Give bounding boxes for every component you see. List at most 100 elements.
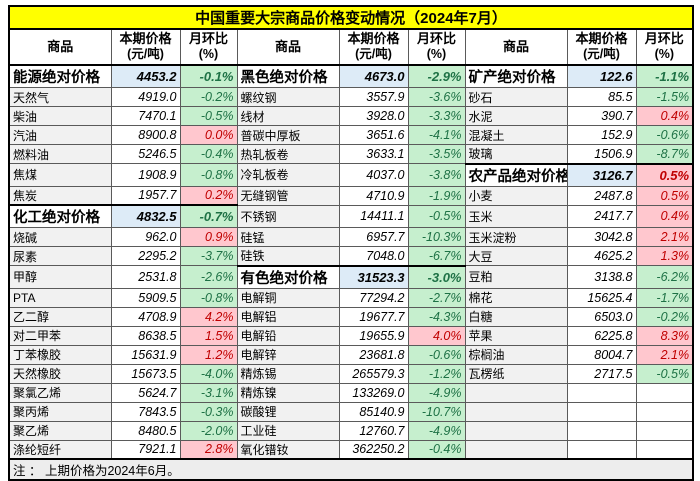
- commodity-cell: [464, 420, 568, 441]
- mom-change-cell: 1.5%: [179, 325, 238, 346]
- mom-change-cell: 0.4%: [635, 106, 694, 126]
- price-cell: 2417.7: [566, 204, 637, 228]
- commodity-cell: 燃料油: [8, 144, 112, 164]
- table-title-row: 中国重要大宗商品价格变动情况（2024年7月）: [8, 5, 694, 30]
- footnote-row: 注 ： 上期价格为2024年6月。: [8, 458, 694, 481]
- price-cell: 4832.5: [110, 204, 181, 228]
- commodity-cell: 螺纹钢: [236, 87, 340, 107]
- mom-change-cell: -1.5%: [635, 87, 694, 107]
- table-row: 聚丙烯 7843.5 -0.3% 碳酸锂 85140.9 -10.7%: [8, 401, 694, 422]
- commodity-cell: 甲醇: [8, 265, 112, 289]
- price-cell: 3042.8: [566, 227, 637, 247]
- mom-change-cell: -0.5%: [179, 106, 238, 126]
- price-cell: 5909.5: [110, 287, 181, 308]
- column-header-commodity: 商品: [464, 28, 568, 66]
- table-row: 尿素 2295.2 -3.7% 硅铁 7048.0 -6.7% 大豆 4625.2 1.3%: [8, 246, 694, 266]
- mom-change-cell: 2.1%: [635, 344, 694, 365]
- commodity-cell: 电解铝: [236, 306, 340, 327]
- mom-change-cell: -3.3%: [407, 106, 466, 126]
- price-cell: 3651.6: [338, 125, 409, 145]
- price-cell: 4625.2: [566, 246, 637, 266]
- mom-change-cell: -3.0%: [407, 264, 466, 289]
- price-cell: 390.7: [566, 106, 637, 126]
- mom-change-cell: -0.2%: [179, 87, 238, 107]
- commodity-cell: 硅锰: [236, 227, 340, 247]
- price-cell: 2717.5: [566, 363, 637, 384]
- commodity-cell: 不锈钢: [236, 204, 340, 228]
- commodity-cell: 混凝土: [464, 125, 568, 145]
- price-cell: 362250.2: [338, 439, 409, 460]
- mom-change-cell: 1.3%: [635, 246, 694, 266]
- price-cell: 8900.8: [110, 125, 181, 145]
- table-row: 焦炭 1957.7 0.2% 无缝钢管 4710.9 -1.9% 小麦 2487.8 0.5%: [8, 185, 694, 206]
- price-cell: 8480.5: [110, 420, 181, 441]
- table-row: 甲醇 2531.8 -2.6% 有色绝对价格 31523.3 -3.0% 豆粕 3138.8-…: [8, 264, 694, 289]
- commodity-cell: 烧碱: [8, 227, 112, 247]
- table-row: 能源绝对价格 4453.2 -0.1% 黑色绝对价格 4673.0 -2.9% 矿产绝对价格…: [8, 64, 694, 88]
- commodity-cell: 冷轧板卷: [236, 163, 340, 187]
- commodity-cell: 白糖: [464, 306, 568, 327]
- price-cell: [566, 401, 637, 422]
- commodity-cell: 精炼镍: [236, 382, 340, 403]
- price-cell: 15625.4: [566, 287, 637, 308]
- price-cell: 15631.9: [110, 344, 181, 365]
- price-cell: 31523.3: [338, 264, 409, 289]
- table-row: 天然橡胶 15673.5 -4.0% 精炼锡 265579.3 -1.2% 瓦楞纸 2717.…: [8, 363, 694, 384]
- mom-change-cell: -0.6%: [407, 344, 466, 365]
- price-cell: 19655.9: [338, 325, 409, 346]
- table-row: 烧碱 962.0 0.9% 硅锰 6957.7 -10.3% 玉米淀粉 3042.8 2.1%: [8, 227, 694, 247]
- mom-change-cell: [635, 420, 694, 441]
- table-row: 聚乙烯 8480.5 -2.0% 工业硅 12760.7 -4.9%: [8, 420, 694, 441]
- mom-change-cell: -1.1%: [635, 64, 694, 88]
- mom-change-cell: -4.9%: [407, 420, 466, 441]
- column-header-price: 本期价格 (元/吨): [338, 28, 409, 66]
- mom-change-cell: -2.7%: [407, 287, 466, 308]
- price-cell: 85140.9: [338, 401, 409, 422]
- price-cell: 3633.1: [338, 144, 409, 164]
- mom-change-cell: -8.7%: [635, 144, 694, 164]
- column-header-commodity: 商品: [8, 28, 112, 66]
- mom-change-cell: -4.1%: [407, 125, 466, 145]
- commodity-cell: PTA: [8, 287, 112, 308]
- price-cell: 5246.5: [110, 144, 181, 164]
- price-cell: 6225.8: [566, 325, 637, 346]
- price-cell: 8004.7: [566, 344, 637, 365]
- price-cell: 6503.0: [566, 306, 637, 327]
- mom-change-cell: [635, 439, 694, 460]
- table-row: 丁苯橡胶 15631.9 1.2% 电解锌 23681.8 -0.6% 棕榈油 8004.7 2…: [8, 344, 694, 365]
- commodity-cell: 聚乙烯: [8, 420, 112, 441]
- commodity-cell: 工业硅: [236, 420, 340, 441]
- mom-change-cell: 0.4%: [635, 204, 694, 228]
- commodity-cell: 棉花: [464, 287, 568, 308]
- table-row: 燃料油 5246.5 -0.4% 热轧板卷 3633.1 -3.5% 玻璃 1506.9 -8.…: [8, 144, 694, 164]
- table-row: 汽油 8900.8 0.0% 普碳中厚板 3651.6 -4.1% 混凝土 152.9 -0.6…: [8, 125, 694, 145]
- commodity-cell: 聚丙烯: [8, 401, 112, 422]
- price-cell: 1957.7: [110, 185, 181, 206]
- mom-change-cell: -4.0%: [179, 363, 238, 384]
- commodity-cell: 碳酸锂: [236, 401, 340, 422]
- price-cell: 7470.1: [110, 106, 181, 126]
- price-cell: [566, 420, 637, 441]
- mom-change-cell: -0.2%: [635, 306, 694, 327]
- column-header-price: 本期价格 (元/吨): [110, 28, 181, 66]
- price-cell: 23681.8: [338, 344, 409, 365]
- mom-change-cell: -4.9%: [407, 382, 466, 403]
- commodity-cell: 黑色绝对价格: [236, 64, 340, 88]
- table-row: 焦煤 1908.9 -0.8% 冷轧板卷 4037.0 -3.8% 农产品绝对价格 3126.…: [8, 162, 694, 187]
- mom-change-cell: 2.1%: [635, 227, 694, 247]
- price-cell: 2295.2: [110, 246, 181, 266]
- commodity-cell: 玻璃: [464, 144, 568, 164]
- mom-change-cell: -0.6%: [635, 125, 694, 145]
- price-cell: 15673.5: [110, 363, 181, 384]
- commodity-cell: 天然气: [8, 87, 112, 107]
- table-row: 对二甲苯 8638.5 1.5% 电解铅 19655.9 4.0% 苹果 6225.8 8.3%: [8, 325, 694, 346]
- commodity-cell: [464, 382, 568, 403]
- commodity-cell: 焦煤: [8, 163, 112, 187]
- commodity-cell: 乙二醇: [8, 306, 112, 327]
- mom-change-cell: -10.7%: [407, 401, 466, 422]
- mom-change-cell: -1.7%: [635, 287, 694, 308]
- price-cell: 122.6: [566, 64, 637, 88]
- commodity-cell: 热轧板卷: [236, 144, 340, 164]
- price-cell: 4710.9: [338, 185, 409, 206]
